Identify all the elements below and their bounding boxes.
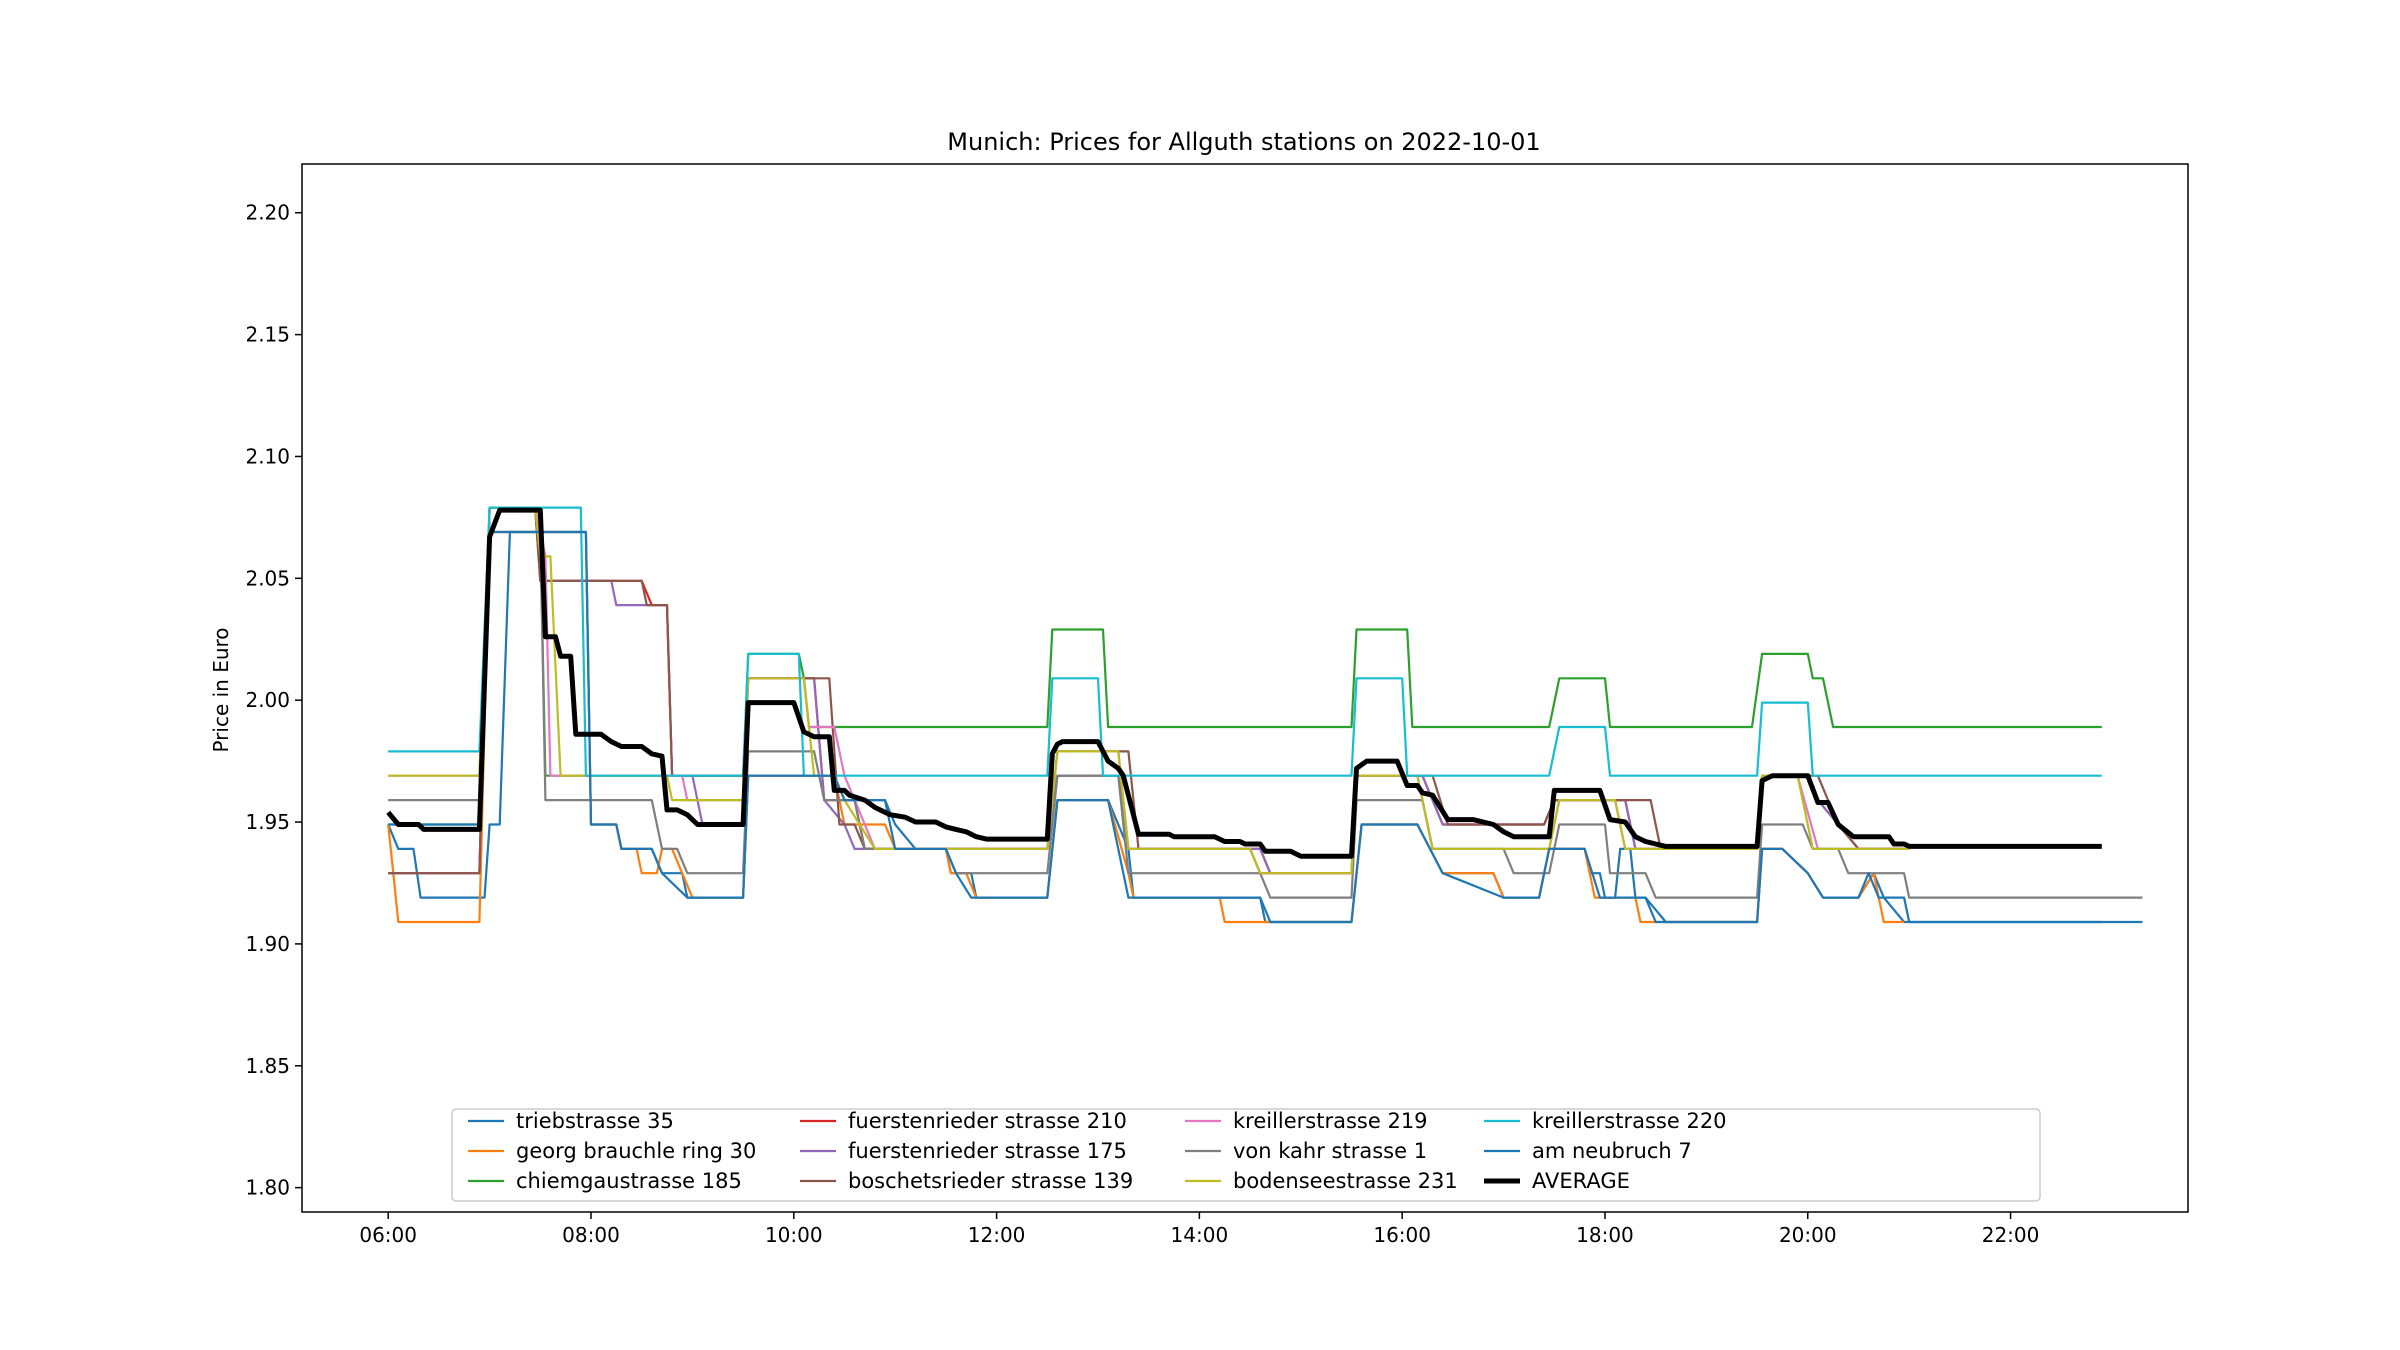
x-tick-label-8: 22:00 [1982, 1223, 2040, 1247]
series-line-11 [386, 507, 2102, 859]
legend-label-9: kreillerstrasse 220 [1532, 1109, 1727, 1133]
y-tick-label-4: 2.00 [245, 688, 290, 712]
y-tick-label-2: 1.90 [245, 932, 290, 956]
legend-label-6: kreillerstrasse 219 [1233, 1109, 1428, 1133]
x-axis-ticks: 06:00 08:00 10:00 12:00 14:00 16:00 18:00 20:00… [359, 1212, 2039, 1247]
y-tick-label-7: 2.15 [245, 323, 290, 347]
series-line-2 [388, 506, 2102, 826]
x-tick-label-2: 10:00 [765, 1223, 823, 1247]
x-tick-label-3: 12:00 [968, 1223, 1026, 1247]
plot-frame [301, 163, 2189, 1213]
x-tick-label-0: 06:00 [359, 1223, 417, 1247]
y-tick-label-0: 1.80 [245, 1176, 290, 1200]
y-tick-label-1: 1.85 [245, 1054, 290, 1078]
x-tick-label-1: 08:00 [562, 1223, 620, 1247]
series-line-9 [388, 506, 2102, 777]
legend-label-7: von kahr strasse 1 [1233, 1139, 1427, 1163]
y-tick-label-8: 2.20 [245, 201, 290, 225]
legend-label-5: boschetsrieder strasse 139 [848, 1169, 1133, 1193]
y-tick-label-6: 2.10 [245, 444, 290, 468]
legend: triebstrasse 35 georg brauchle ring 30 chi… [451, 1108, 2041, 1202]
chart-title: Munich: Prices for Allguth stations on 2… [947, 128, 1540, 156]
legend-box [451, 1108, 2041, 1202]
legend-label-1: georg brauchle ring 30 [516, 1139, 756, 1163]
y-axis-label: Price in Euro [209, 627, 233, 752]
legend-label-4: fuerstenrieder strasse 175 [848, 1139, 1127, 1163]
y-tick-label-3: 1.95 [245, 810, 290, 834]
legend-label-0: triebstrasse 35 [516, 1109, 674, 1133]
x-tick-label-7: 20:00 [1779, 1223, 1837, 1247]
series-line-10 [388, 530, 2102, 924]
x-tick-label-6: 18:00 [1576, 1223, 1634, 1247]
legend-label-11: AVERAGE [1532, 1169, 1630, 1193]
series-line-7 [388, 530, 2143, 899]
y-axis-ticks: 1.80 1.85 1.90 1.95 2.00 2.05 2.10 2.15 2.20 [245, 201, 302, 1200]
x-tick-label-4: 14:00 [1171, 1223, 1229, 1247]
legend-label-2: chiemgaustrasse 185 [516, 1169, 742, 1193]
series-line-8 [388, 506, 1910, 875]
series-layer [386, 506, 2143, 924]
y-tick-label-5: 2.05 [245, 566, 290, 590]
legend-label-10: am neubruch 7 [1532, 1139, 1692, 1163]
legend-label-8: bodenseestrasse 231 [1233, 1169, 1458, 1193]
legend-label-3: fuerstenrieder strasse 210 [848, 1109, 1127, 1133]
x-tick-label-5: 16:00 [1373, 1223, 1431, 1247]
